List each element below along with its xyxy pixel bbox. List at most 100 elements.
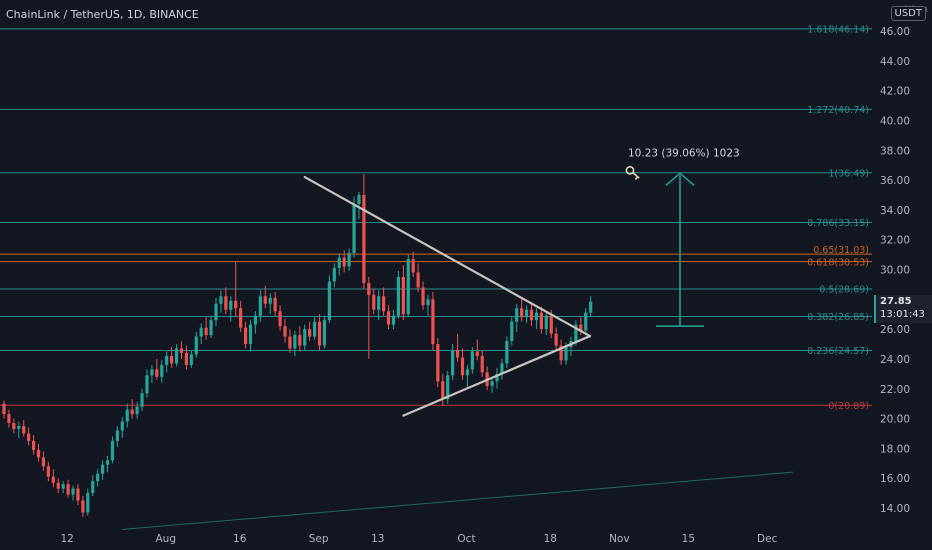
candle-body bbox=[441, 381, 445, 400]
symbol-title[interactable]: ChainLink / TetherUS, 1D, BINANCE bbox=[6, 8, 199, 21]
candle-body bbox=[303, 329, 307, 346]
price-tick-label: 34.00 bbox=[880, 205, 910, 217]
candle-body bbox=[7, 414, 11, 424]
price-tick-label: 26.00 bbox=[880, 324, 910, 336]
candle-body bbox=[61, 484, 65, 489]
candle-body bbox=[41, 457, 46, 467]
candle-body bbox=[71, 488, 75, 495]
candle-body bbox=[367, 282, 371, 295]
candle-body bbox=[248, 324, 253, 345]
candle-body bbox=[258, 296, 262, 316]
current-price-tag: 27.85 13:01:43 bbox=[874, 294, 932, 323]
candle-body bbox=[165, 355, 169, 365]
candle-body bbox=[480, 355, 484, 373]
candle-body bbox=[500, 363, 504, 374]
candle-body bbox=[534, 312, 539, 321]
time-tick-label: Oct bbox=[457, 533, 475, 545]
candle-body bbox=[66, 484, 70, 495]
candle-body bbox=[91, 481, 95, 494]
candle-body bbox=[386, 311, 391, 325]
candle-body bbox=[357, 194, 361, 204]
candle-body bbox=[36, 449, 41, 458]
candle-body bbox=[298, 335, 302, 346]
candle-body bbox=[170, 355, 174, 364]
candle-body bbox=[559, 345, 563, 361]
time-tick-label: Dec bbox=[757, 533, 778, 545]
price-tick-label: 32.00 bbox=[880, 235, 910, 247]
price-tick-label: 36.00 bbox=[880, 175, 910, 187]
candle-body bbox=[239, 308, 243, 328]
trendline-segment bbox=[122, 471, 793, 530]
time-tick-label: 12 bbox=[60, 533, 73, 545]
trendline bbox=[122, 471, 793, 530]
candle-body bbox=[224, 296, 228, 310]
candle-body bbox=[426, 299, 430, 306]
candle-body bbox=[243, 327, 248, 345]
candle-body bbox=[150, 369, 154, 376]
time-axis[interactable]: 12 Aug 16 Sep 13 Oct 18 Nov 15 Dec bbox=[60, 533, 777, 545]
candle-body bbox=[51, 476, 55, 483]
time-tick-label: 13 bbox=[371, 533, 384, 545]
candle-body bbox=[110, 440, 115, 461]
price-tick-label: 22.00 bbox=[880, 384, 910, 396]
candle-body bbox=[125, 409, 129, 422]
candle-body bbox=[510, 321, 514, 342]
price-range-measure[interactable]: 10.23 (39.06%) 1023 bbox=[625, 147, 740, 327]
candle-body bbox=[589, 301, 593, 313]
fib-label: 0(20.89) bbox=[828, 401, 869, 412]
candle-body bbox=[194, 336, 198, 355]
fib-label: 0.5(28.69) bbox=[819, 285, 869, 296]
time-tick-label: Sep bbox=[309, 533, 329, 545]
candle-body bbox=[520, 308, 524, 318]
candle-body bbox=[204, 327, 208, 336]
triangle-pattern[interactable] bbox=[303, 175, 592, 417]
price-tick-label: 42.00 bbox=[880, 86, 910, 98]
candle-body bbox=[288, 336, 292, 349]
measure-arrowhead bbox=[665, 172, 695, 186]
candle-body bbox=[86, 493, 90, 513]
candle-body bbox=[12, 423, 16, 429]
price-tick-label: 38.00 bbox=[880, 145, 910, 157]
candle-body bbox=[263, 296, 267, 304]
candle-body bbox=[27, 433, 31, 441]
time-tick-label: Aug bbox=[156, 533, 177, 545]
candle-body bbox=[214, 303, 218, 321]
price-tick-label: 30.00 bbox=[880, 265, 910, 277]
candle-body bbox=[342, 257, 346, 267]
candle-body bbox=[564, 347, 568, 361]
candles bbox=[2, 174, 593, 517]
candle-body bbox=[372, 294, 376, 310]
key-icon bbox=[625, 165, 640, 180]
candle-body bbox=[436, 344, 440, 382]
candle-body bbox=[115, 430, 119, 441]
fib-label: 1(36.49) bbox=[828, 168, 869, 179]
price-axis-bg bbox=[872, 0, 932, 550]
candle-body bbox=[140, 393, 144, 407]
candle-body bbox=[253, 315, 258, 325]
candle-body bbox=[451, 349, 455, 376]
candle-body bbox=[549, 315, 553, 334]
candle-body bbox=[421, 287, 425, 306]
candle-body bbox=[293, 335, 297, 349]
candle-body bbox=[574, 324, 578, 342]
fib-label: 0.786(33.15) bbox=[807, 218, 869, 229]
candle-body bbox=[539, 312, 543, 330]
triangle-upper-line bbox=[303, 175, 592, 338]
candle-body bbox=[382, 296, 386, 312]
candle-body bbox=[515, 308, 519, 322]
candle-body bbox=[268, 297, 272, 304]
candle-body bbox=[529, 309, 534, 321]
candle-body bbox=[347, 253, 351, 267]
currency-badge[interactable]: USDT bbox=[890, 6, 926, 21]
fib-label: 0.236(24.57) bbox=[807, 346, 869, 357]
candle-body bbox=[465, 369, 470, 376]
price-tick-label: 46.00 bbox=[880, 26, 910, 38]
candle-body bbox=[416, 272, 420, 288]
candle-body bbox=[317, 321, 322, 346]
price-tick-label: 44.00 bbox=[880, 56, 910, 68]
candle-body bbox=[322, 320, 327, 346]
candle-body bbox=[22, 426, 26, 434]
price-axis[interactable]: 14.0016.0018.0020.0022.0024.0026.0028.00… bbox=[872, 0, 932, 550]
candle-body bbox=[76, 488, 80, 501]
